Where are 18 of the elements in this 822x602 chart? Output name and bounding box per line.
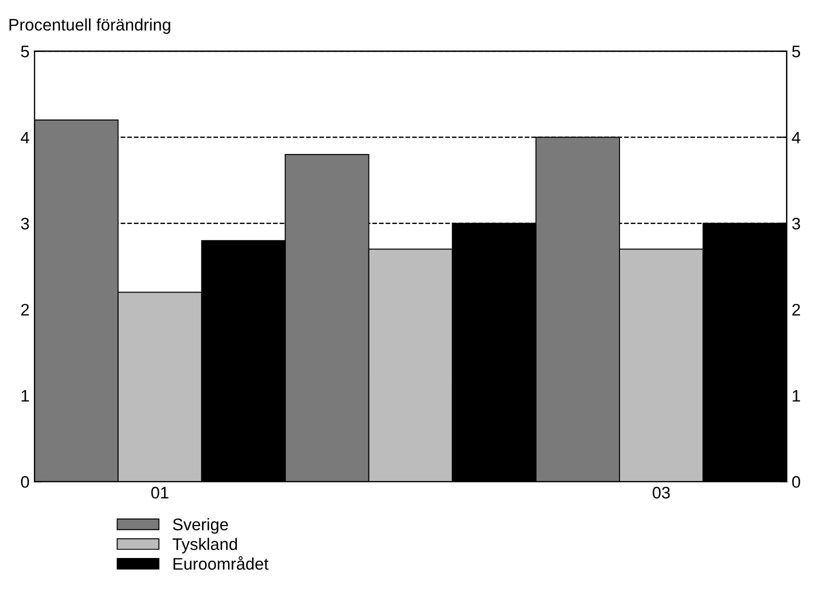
y-tick-label: 2 (21, 304, 29, 316)
y2-tick-label: 2 (792, 304, 800, 316)
legend-label: Tyskland (172, 538, 237, 554)
y2-tick-label: 0 (792, 476, 800, 488)
y2-tick-label: 5 (792, 46, 800, 58)
y-tick-label: 4 (20, 132, 30, 144)
y-tick-label: 0 (21, 476, 30, 488)
y2-tick-label: 4 (792, 132, 800, 144)
y-tick-label: 5 (21, 46, 29, 58)
y2-tick-label: 3 (792, 218, 800, 230)
legend-label: Sverige (172, 518, 228, 534)
x-tick-label: 01 (151, 486, 168, 499)
y2-tick-label: 1 (792, 390, 800, 402)
x-tick-label: 03 (652, 486, 670, 499)
y-axis-title: Procentuell förändring (10, 18, 170, 34)
y-tick-label: 1 (22, 390, 29, 402)
y-tick-label: 3 (21, 218, 29, 230)
legend-label: Euroområdet (174, 556, 268, 570)
